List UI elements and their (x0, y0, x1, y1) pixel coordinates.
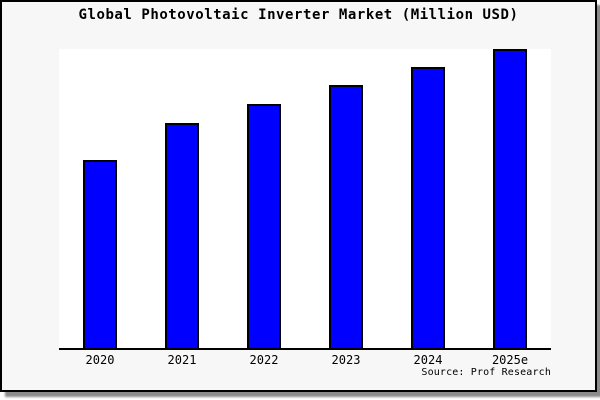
bar-2022 (247, 104, 281, 348)
bar-slot-2020 (59, 49, 141, 348)
x-tick-2023: 2023 (331, 353, 361, 367)
x-tick-2021: 2021 (167, 353, 197, 367)
x-axis-tick-labels: 2020 2021 2022 2023 2024 2025e (59, 354, 551, 367)
x-tick-2022: 2022 (249, 353, 279, 367)
bar-2020 (83, 160, 117, 348)
bar-slot-2025e (469, 49, 551, 348)
bar-2021 (165, 123, 199, 348)
chart-frame: Global Photovoltaic Inverter Market (Mil… (0, 0, 597, 392)
bar-slot-2024 (387, 49, 469, 348)
bar-slot-2022 (223, 49, 305, 348)
bar-slot-2023 (305, 49, 387, 348)
chart-title: Global Photovoltaic Inverter Market (Mil… (78, 7, 519, 23)
bar-2023 (329, 85, 363, 348)
bar-2024 (411, 67, 445, 348)
plot-area (59, 49, 551, 350)
x-tick-2020: 2020 (85, 353, 115, 367)
source-note: Source: Prof Research (421, 367, 551, 378)
x-tick-2024: 2024 (413, 353, 443, 367)
bar-2025e (493, 49, 527, 348)
x-tick-2025e: 2025e (491, 353, 529, 367)
bar-slot-2021 (141, 49, 223, 348)
